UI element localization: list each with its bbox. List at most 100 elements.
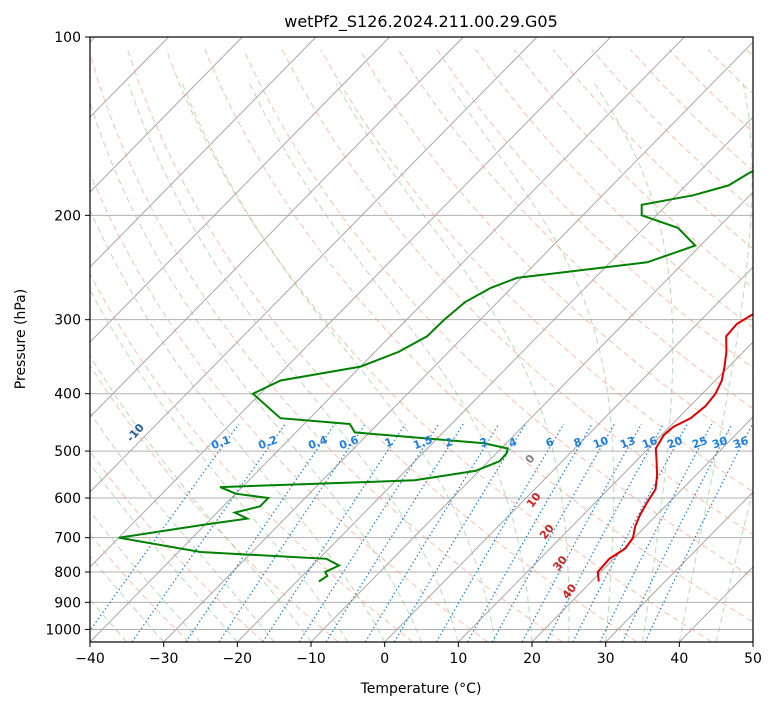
isotherm-line	[236, 116, 753, 642]
dry-adiabat-line	[90, 364, 339, 642]
mixing-ratio-line	[435, 423, 565, 642]
isotherm-line	[90, 37, 538, 493]
mixing-ratio-label: 8	[572, 435, 584, 450]
x-tick-label: −10	[296, 651, 326, 667]
moist-adiabat-line	[90, 101, 422, 642]
mixing-ratio-line	[491, 423, 615, 642]
moist-adiabat-line	[335, 83, 570, 642]
isotherm-line	[310, 191, 753, 642]
series-line-2	[118, 169, 753, 583]
y-tick-label: 900	[54, 595, 81, 611]
dry-adiabat-line	[204, 49, 753, 623]
isotherm-line	[90, 37, 243, 193]
moist-adiabat-line	[90, 510, 201, 642]
mixing-ratio-line	[466, 423, 593, 642]
mixing-ratio-label: 3	[478, 435, 490, 450]
dry-adiabat-line	[243, 49, 753, 579]
dry-adiabat-line	[281, 49, 753, 536]
dry-adiabat-line	[165, 49, 712, 642]
mixing-ratio-line	[325, 423, 464, 642]
isotherm-line	[384, 266, 753, 642]
y-tick-label: 500	[54, 444, 81, 460]
moist-adiabat-line	[90, 462, 238, 642]
isotherm-line	[457, 341, 753, 642]
y-tick-label: 100	[54, 30, 81, 46]
mixing-ratio-label: 30	[710, 434, 729, 452]
moist-adiabat-line	[90, 555, 165, 642]
mixing-ratio-line	[185, 423, 336, 642]
y-tick-label: 600	[54, 491, 81, 507]
dry-adiabat-line	[90, 450, 264, 642]
mixing-ratio-line	[545, 423, 664, 642]
mixing-ratio-line	[572, 423, 688, 642]
y-tick-label: 200	[54, 208, 81, 224]
y-tick-label: 400	[54, 387, 81, 403]
isotherm-line	[90, 37, 390, 343]
mixing-ratio-label: 0.2	[256, 433, 279, 452]
mixing-ratio-line	[90, 423, 240, 632]
mixing-ratio-label: 10	[591, 434, 610, 452]
isotherm-line	[90, 37, 464, 418]
x-tick-label: 0	[380, 651, 389, 667]
mixing-ratio-label: 0.4	[306, 433, 329, 452]
chart-title: wetPf2_S126.2024.211.00.29.G05	[284, 12, 558, 32]
mixing-ratio-label: 36	[731, 434, 750, 452]
mixing-ratio-label: 4	[507, 435, 519, 450]
x-tick-label: 40	[670, 651, 688, 667]
moist-adiabat-line	[448, 83, 615, 642]
moist-adiabat-line	[128, 83, 459, 642]
x-tick-label: 20	[523, 651, 541, 667]
moist-adiabat-line	[678, 83, 753, 642]
mixing-ratio-label: 6	[544, 435, 556, 450]
y-tick-label: 300	[54, 313, 81, 329]
moist-adiabat-line	[594, 83, 674, 642]
moist-adiabat-line	[249, 83, 533, 642]
moist-adiabat-line	[90, 354, 312, 642]
dry-adiabat-line	[126, 49, 638, 642]
x-tick-label: 10	[449, 651, 467, 667]
mixing-ratio-line	[393, 423, 526, 642]
mixing-ratio-line	[521, 423, 643, 642]
x-tick-label: 50	[744, 651, 762, 667]
x-tick-label: 30	[597, 651, 615, 667]
mixing-ratio-label: 1	[383, 435, 395, 450]
mixing-ratio-label: 25	[690, 434, 709, 451]
mixing-ratio-label: 0.6	[337, 433, 360, 452]
y-tick-label: 1000	[45, 622, 81, 638]
mixing-ratio-line	[599, 423, 713, 642]
mixing-ratio-line	[364, 423, 500, 642]
y-axis-label: Pressure (hPa)	[13, 289, 29, 389]
moist-adiabat-line	[90, 208, 386, 642]
mixing-ratio-label: 20	[665, 434, 684, 452]
isotherm-line	[163, 41, 753, 642]
mixing-ratio-line	[298, 423, 440, 642]
x-tick-label: −30	[149, 651, 179, 667]
y-tick-label: 800	[54, 565, 81, 581]
dry-adiabat-line	[513, 49, 753, 289]
mixing-ratio-line	[218, 423, 366, 642]
isotherm-line	[605, 491, 753, 642]
dry-adiabat-line	[320, 49, 753, 493]
isotherm-line	[90, 37, 611, 568]
mixing-ratio-label: 0.1	[209, 433, 232, 452]
dry-adiabat-line	[90, 52, 563, 642]
mixing-ratio-line	[621, 423, 733, 642]
moist-adiabat-line	[90, 598, 128, 642]
x-tick-label: −20	[223, 651, 253, 667]
mixing-ratio-label: 16	[640, 434, 659, 452]
y-tick-label: 700	[54, 531, 81, 547]
moist-adiabat-line	[90, 411, 275, 642]
mixing-ratio-label: 2	[443, 435, 455, 450]
series-line-1	[596, 313, 753, 582]
plot-frame	[89, 36, 754, 643]
moist-adiabat-line	[182, 83, 496, 642]
mixing-ratio-line	[644, 423, 753, 642]
isotherm-line	[90, 37, 317, 268]
dry-adiabat-line	[90, 272, 414, 642]
x-tick-label: −40	[75, 651, 105, 667]
mixing-ratio-label: 1.5	[411, 433, 434, 452]
x-axis-label: Temperature (°C)	[360, 681, 482, 697]
mixing-ratio-label: 13	[618, 434, 637, 451]
